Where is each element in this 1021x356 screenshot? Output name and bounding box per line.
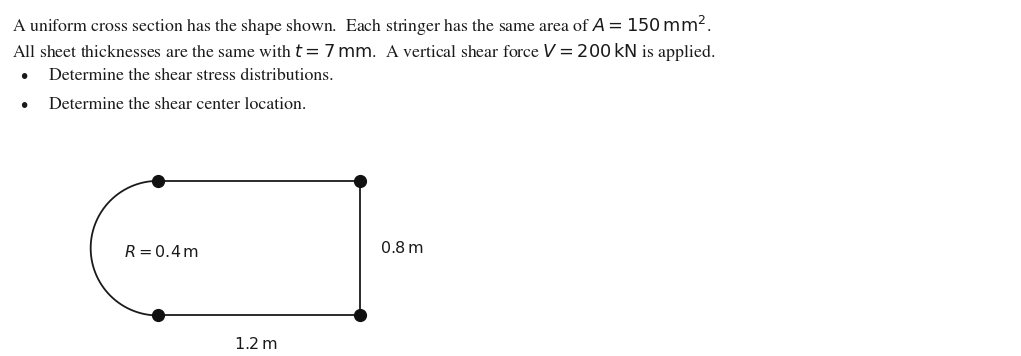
Text: Determine the shear center location.: Determine the shear center location.: [49, 97, 306, 113]
Point: [150, 178, 166, 184]
Text: Determine the shear stress distributions.: Determine the shear stress distributions…: [49, 68, 334, 84]
Text: $0.8\,\mathrm{m}$: $0.8\,\mathrm{m}$: [380, 240, 424, 256]
Point: [150, 313, 166, 318]
Text: •: •: [18, 97, 30, 116]
Text: All sheet thicknesses are the same with $t = 7\,\mathrm{mm}$.  A vertical shear : All sheet thicknesses are the same with …: [12, 41, 716, 63]
Text: A uniform cross section has the shape shown.  Each stringer has the same area of: A uniform cross section has the shape sh…: [12, 14, 712, 38]
Point: [351, 178, 368, 184]
Text: $1.2\,\mathrm{m}$: $1.2\,\mathrm{m}$: [234, 336, 278, 352]
Text: $R = 0.4\,\mathrm{m}$: $R = 0.4\,\mathrm{m}$: [125, 244, 199, 260]
Text: •: •: [18, 68, 30, 87]
Point: [351, 313, 368, 318]
